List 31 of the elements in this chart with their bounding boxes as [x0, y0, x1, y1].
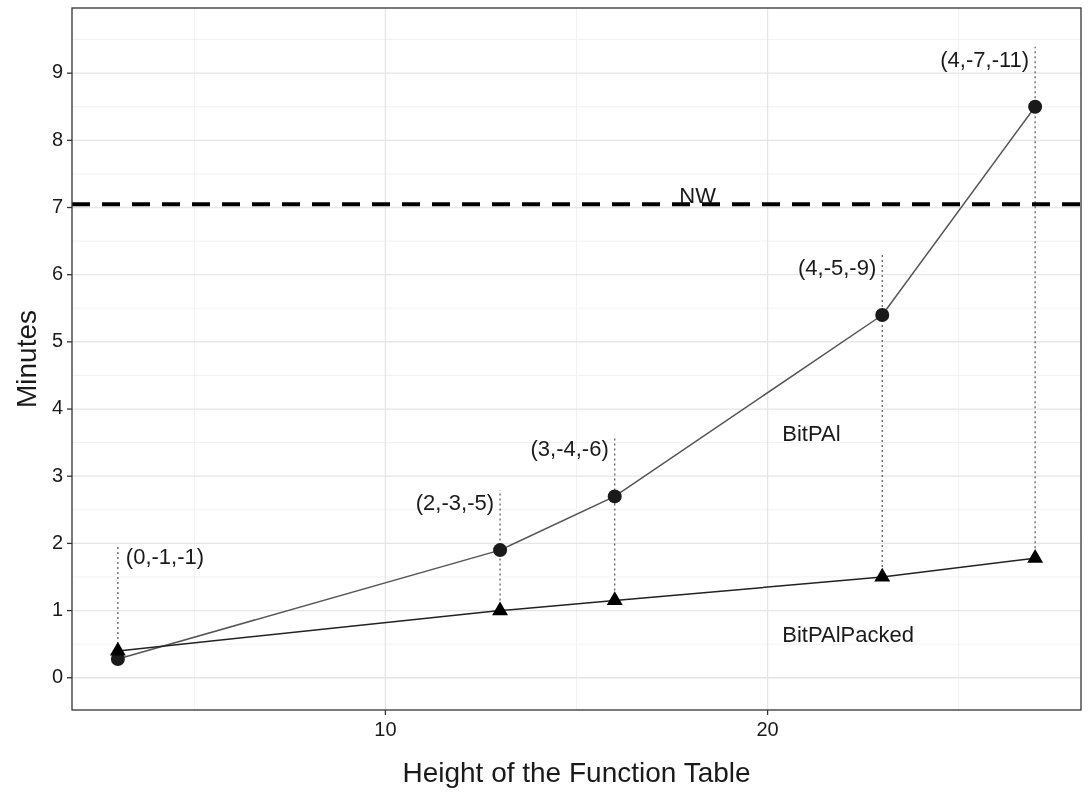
- point: [1028, 99, 1043, 114]
- point: [492, 601, 509, 616]
- x-tick-label: 10: [374, 718, 397, 740]
- annotation: (3,-4,-6): [530, 436, 609, 462]
- y-tick-label: 4: [51, 396, 63, 419]
- point: [606, 591, 623, 606]
- point: [109, 641, 126, 656]
- y-tick-label: 2: [51, 530, 63, 553]
- annotation: (4,-5,-9): [798, 255, 877, 280]
- annotation: (0,-1,-1): [125, 543, 205, 569]
- point: [607, 489, 622, 504]
- point: [1027, 548, 1044, 563]
- y-tick-label: 1: [51, 597, 63, 620]
- y-tick-label: 9: [51, 60, 63, 83]
- ref-line-label: NW: [679, 183, 717, 209]
- y-tick-label: 3: [51, 463, 63, 486]
- annotation: (2,-3,-5): [415, 490, 495, 516]
- y-tick-label: 0: [51, 665, 63, 688]
- y-axis-title: Minutes: [11, 309, 42, 409]
- series-label: BitPAlPacked: [782, 621, 914, 647]
- x-axis-title: Height of the Function Table: [402, 757, 751, 788]
- series-label: BitPAl: [782, 421, 841, 447]
- annotation: (4,-7,-11): [940, 46, 1030, 72]
- y-tick-label: 7: [51, 194, 63, 217]
- y-tick-label: 8: [51, 127, 63, 150]
- x-tick-label: 20: [756, 718, 779, 740]
- point: [874, 567, 891, 582]
- point: [875, 308, 890, 322]
- y-tick-label: 5: [51, 329, 63, 352]
- point: [493, 543, 508, 558]
- y-tick-label: 6: [51, 261, 63, 284]
